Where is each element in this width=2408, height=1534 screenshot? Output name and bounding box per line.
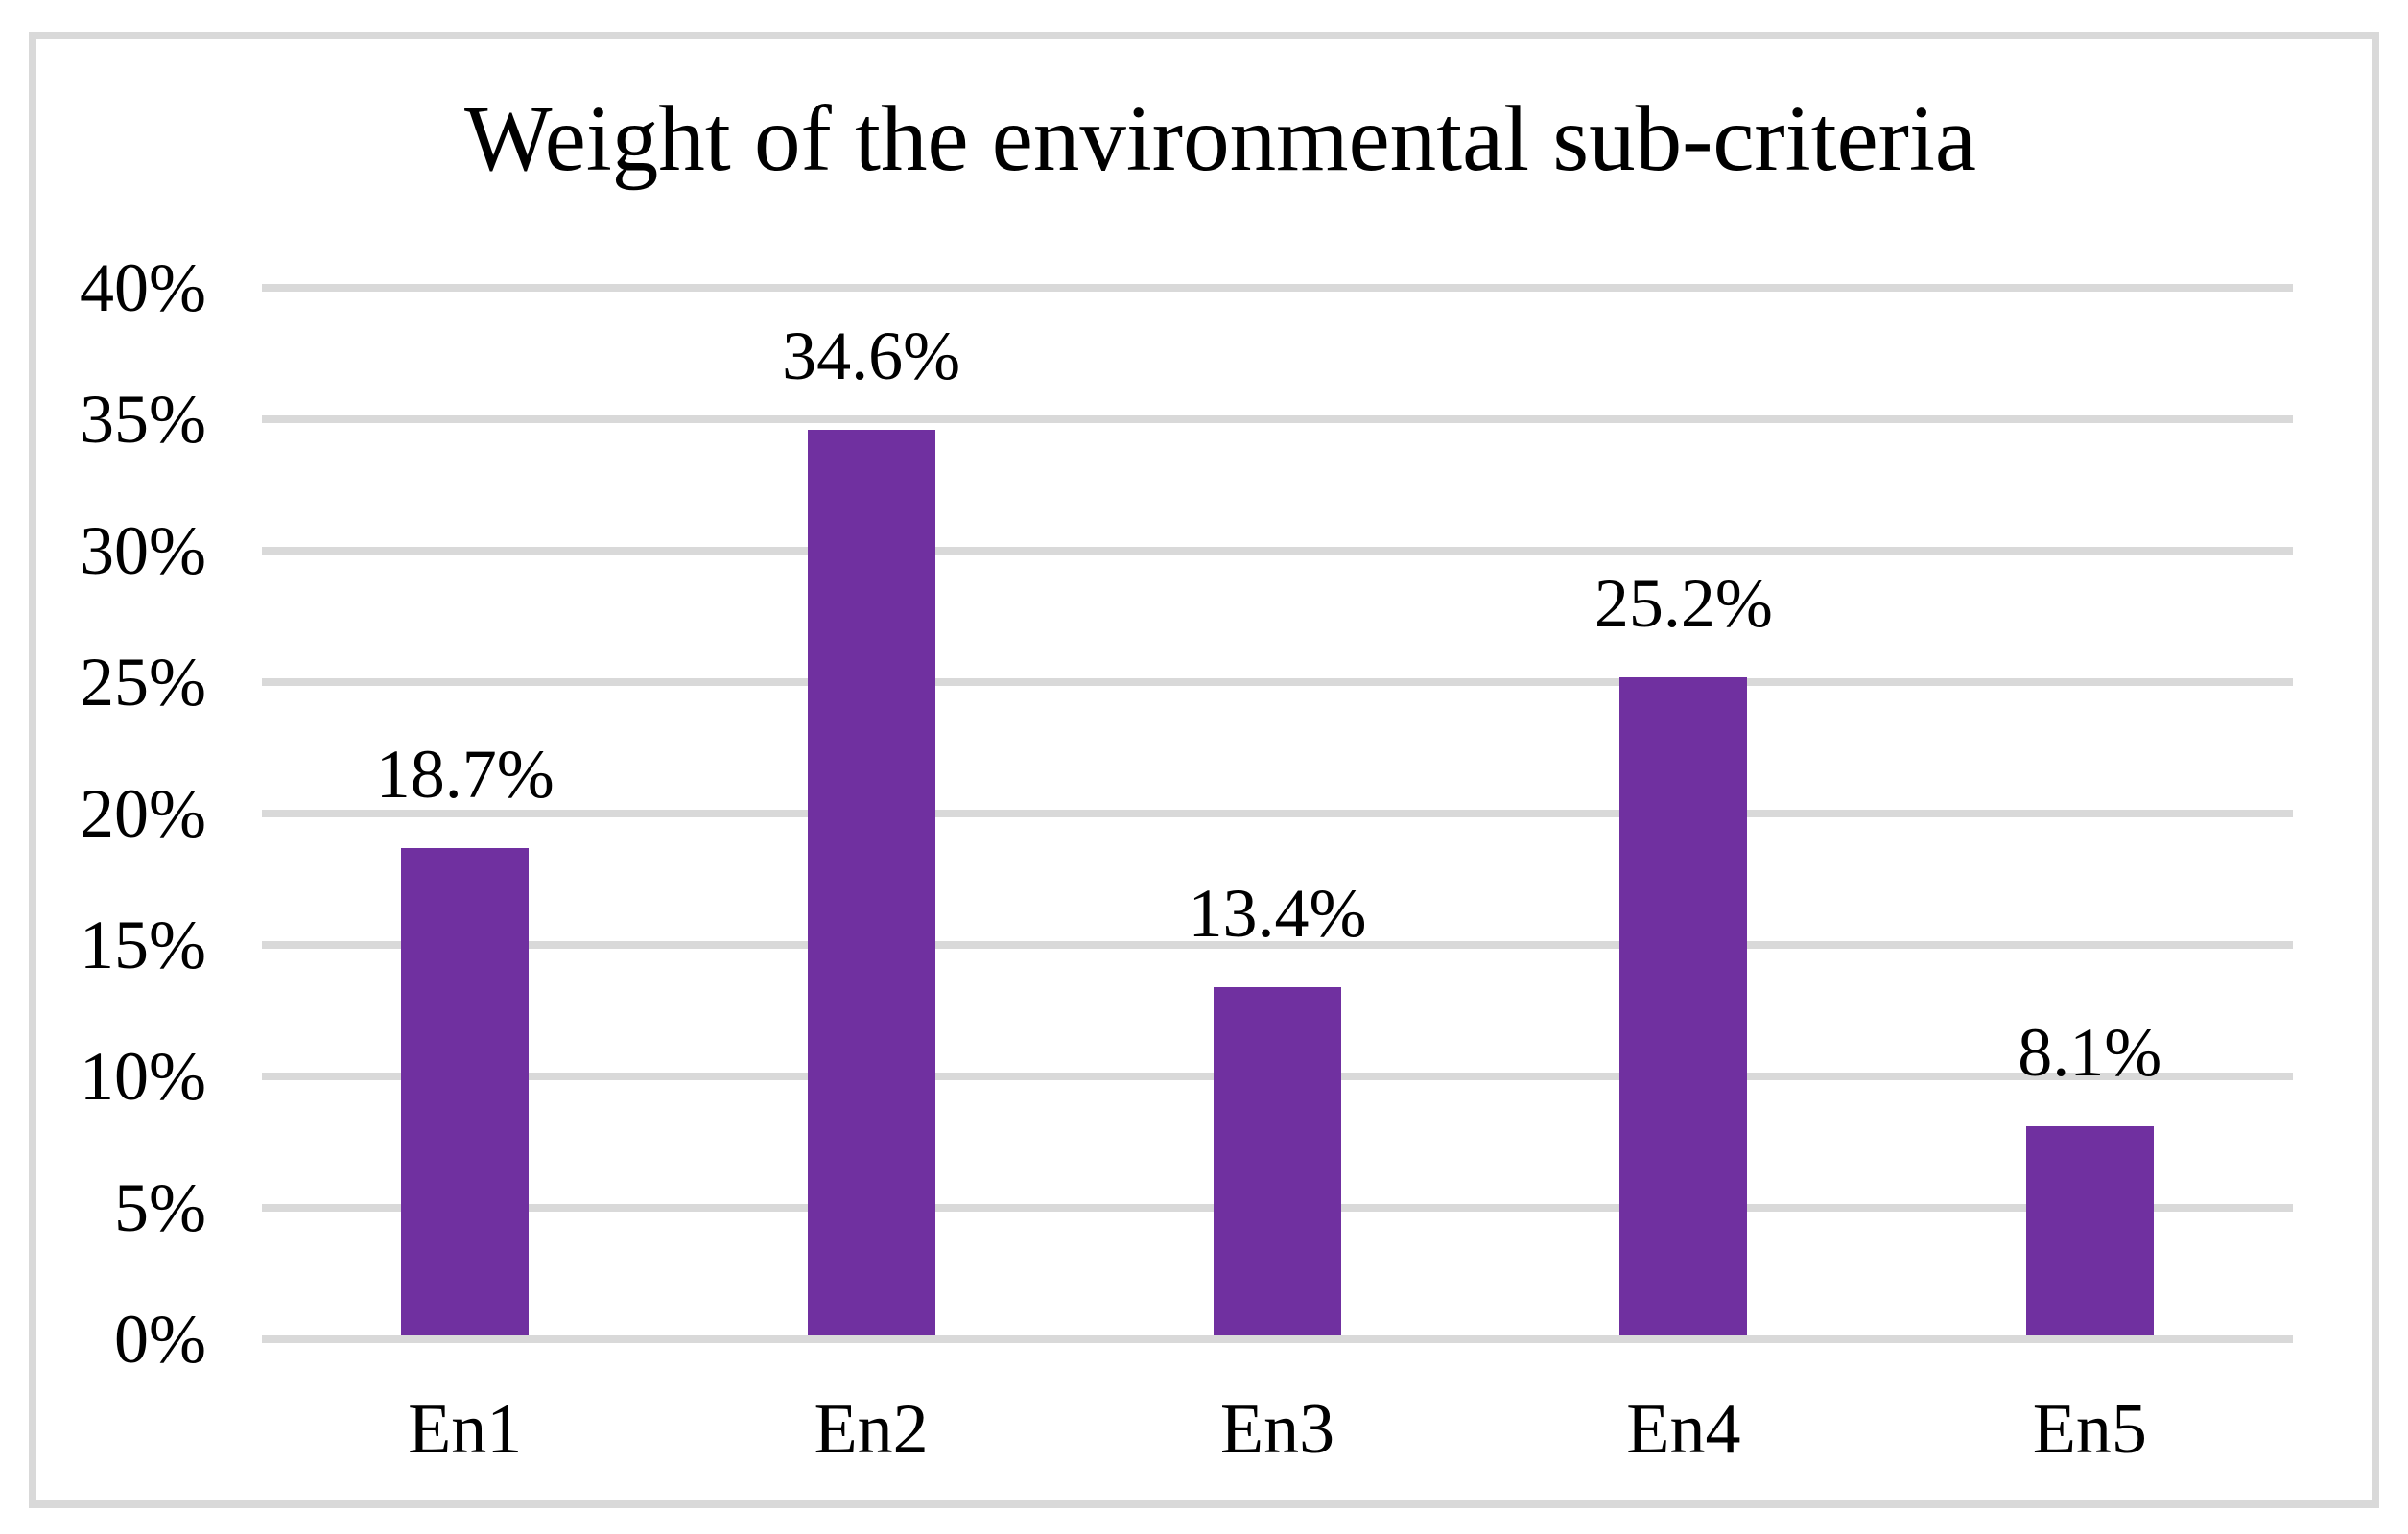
bar-en2 [807, 429, 935, 1335]
x-axis-category-label: En4 [1626, 1390, 1741, 1469]
bar-en3 [1214, 986, 1341, 1335]
x-axis-category-label: En1 [408, 1390, 523, 1469]
gridline [262, 1335, 2293, 1343]
bar-en5 [2025, 1126, 2154, 1335]
y-axis-tick-label: 20% [80, 775, 206, 852]
bar-value-label: 13.4% [1188, 874, 1367, 952]
y-axis-tick-label: 25% [80, 644, 206, 720]
chart-title: Weight of the environmental sub-criteria [464, 87, 1976, 190]
gridline [262, 678, 2293, 686]
y-axis-tick-label: 0% [114, 1301, 206, 1378]
bar-value-label: 18.7% [375, 735, 555, 813]
gridline [262, 415, 2293, 423]
y-axis-tick-label: 10% [80, 1038, 206, 1115]
gridline [262, 547, 2293, 555]
bar-en1 [401, 847, 530, 1335]
y-axis-tick-label: 35% [80, 381, 206, 458]
x-axis-category-label: En3 [1219, 1390, 1335, 1469]
gridline [262, 941, 2293, 949]
bar-value-label: 8.1% [2018, 1014, 2162, 1092]
x-axis-category-label: En5 [2032, 1390, 2147, 1469]
x-axis-category-label: En2 [814, 1390, 929, 1469]
gridline [262, 810, 2293, 817]
y-axis-tick-label: 15% [80, 907, 206, 983]
chart-frame [29, 32, 2379, 1508]
y-axis-tick-label: 30% [80, 512, 206, 589]
bar-en4 [1619, 676, 1748, 1335]
y-axis-tick-label: 40% [80, 249, 206, 326]
bar-value-label: 25.2% [1594, 564, 1773, 642]
bar-value-label: 34.6% [782, 317, 961, 394]
gridline [262, 284, 2293, 292]
y-axis-tick-label: 5% [114, 1169, 206, 1246]
